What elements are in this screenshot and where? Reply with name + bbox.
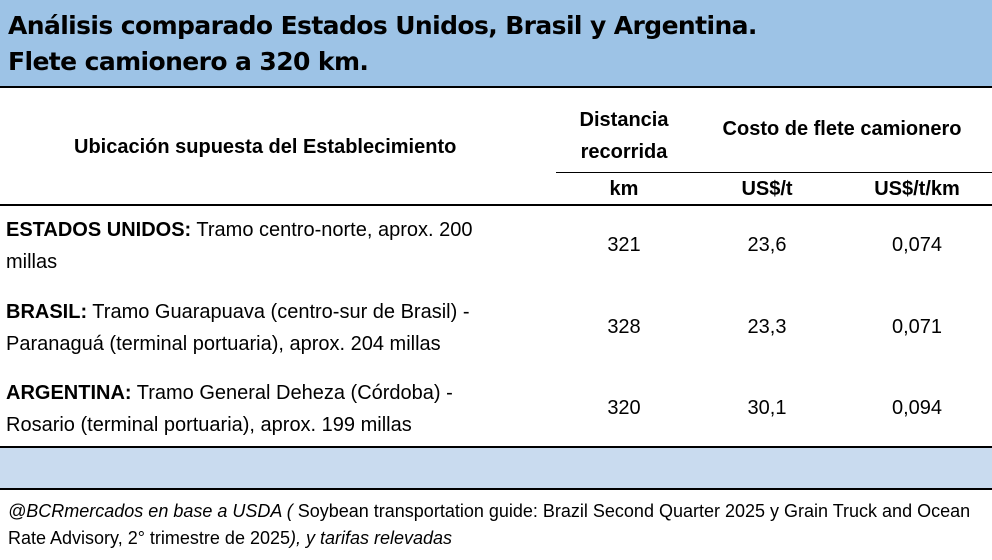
row-usd-per-ton-km: 0,094 <box>891 397 943 419</box>
row-desc-line2: Paranaguá (terminal portuaria), aprox. 2… <box>6 333 441 355</box>
row-km: 321 <box>607 234 641 256</box>
blue-band <box>0 448 992 488</box>
row-usd-per-ton: 23,6 <box>747 234 787 256</box>
source-note: @BCRmercados en base a USDA ( Soybean tr… <box>8 498 984 552</box>
row-usd-per-ton-km: 0,071 <box>891 316 943 338</box>
header-location: Ubicación supuesta del Establecimiento <box>74 136 457 158</box>
row-desc-line1: Tramo centro-norte, aprox. 200 <box>191 219 473 241</box>
header-distance-line2: recorrida <box>580 141 668 163</box>
row-usd-per-ton: 30,1 <box>747 397 787 419</box>
source-part3: ), y tarifas relevadas <box>290 528 453 548</box>
row-country: ESTADOS UNIDOS: <box>6 219 192 241</box>
header-rule <box>0 204 992 206</box>
title-line-2: Flete camionero a 320 km. <box>8 47 369 76</box>
table-row: ESTADOS UNIDOS: Tramo centro-norte, apro… <box>0 210 992 292</box>
row-desc-line1: Tramo Guarapuava (centro-sur de Brasil) … <box>87 301 470 323</box>
row-desc-line2: Rosario (terminal portuaria), aprox. 199… <box>6 414 412 436</box>
header-distance-line1: Distancia <box>579 109 669 131</box>
source-part2: Soybean transportation guide: Brazil Sec… <box>8 501 971 548</box>
row-description: ARGENTINA: Tramo General Deheza (Córdoba… <box>6 377 546 441</box>
title-line-1: Análisis comparado Estados Unidos, Brasi… <box>8 11 757 40</box>
header-distance: Distancia recorrida <box>556 104 692 168</box>
title-band: Análisis comparado Estados Unidos, Brasi… <box>0 0 992 88</box>
row-description: BRASIL: Tramo Guarapuava (centro-sur de … <box>6 296 546 360</box>
header-unit-usd-per-ton: US$/t <box>741 178 793 200</box>
row-desc-line2: millas <box>6 251 58 273</box>
row-km: 328 <box>607 316 641 338</box>
body-rule <box>0 446 992 448</box>
row-desc-line1: Tramo General Deheza (Córdoba) - <box>131 382 453 404</box>
table-row: ARGENTINA: Tramo General Deheza (Córdoba… <box>0 373 992 455</box>
row-country: ARGENTINA: <box>6 382 132 404</box>
band-rule <box>0 488 992 490</box>
header-unit-km: km <box>609 178 639 200</box>
row-usd-per-ton-km: 0,074 <box>891 234 943 256</box>
header-unit-usd-per-ton-km: US$/t/km <box>874 178 960 200</box>
row-usd-per-ton: 23,3 <box>747 316 787 338</box>
row-description: ESTADOS UNIDOS: Tramo centro-norte, apro… <box>6 214 546 278</box>
header-freight-cost: Costo de flete camionero <box>722 118 962 140</box>
table-row: BRASIL: Tramo Guarapuava (centro-sur de … <box>0 292 992 374</box>
header-sub-rule <box>556 172 992 173</box>
source-part1: @BCRmercados en base a USDA ( <box>8 501 293 521</box>
row-km: 320 <box>607 397 641 419</box>
row-country: BRASIL: <box>6 301 88 323</box>
